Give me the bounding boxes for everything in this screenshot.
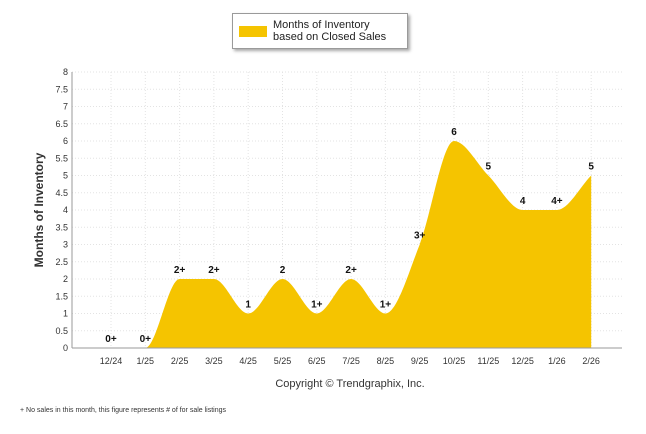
y-tick-label: 6 (63, 136, 68, 146)
legend: Months of Inventory based on Closed Sale… (232, 13, 408, 49)
x-tick-label: 6/25 (308, 356, 326, 366)
x-tick-label: 10/25 (443, 356, 466, 366)
y-axis-title: Months of Inventory (32, 152, 46, 267)
x-tick-label: 2/25 (171, 356, 189, 366)
y-tick-label: 2.5 (55, 257, 68, 267)
y-tick-label: 3 (63, 240, 68, 250)
area-fill (111, 141, 592, 348)
y-tick-label: 4 (63, 205, 68, 215)
x-tick-label: 3/25 (205, 356, 223, 366)
data-label: 3+ (414, 231, 426, 242)
y-axis-ticks: 0 0.5 1 1.5 2 2.5 3 3.5 4 4.5 5 5.5 6 6.5 7 7.5 8 (55, 67, 68, 353)
y-tick-label: 6.5 (55, 119, 68, 129)
footnote: + No sales in this month, this figure re… (20, 407, 227, 414)
y-tick-label: 0 (63, 343, 68, 353)
data-label: 0+ (140, 334, 152, 345)
data-label: 1+ (311, 300, 323, 311)
y-tick-label: 7 (63, 102, 68, 112)
copyright-text: Copyright © Trendgraphix, Inc. (275, 378, 424, 390)
data-label: 1+ (380, 300, 392, 311)
y-tick-label: 1 (63, 309, 68, 319)
legend-label: Months of Inventory based on Closed Sale… (273, 19, 387, 43)
data-label: 4 (520, 196, 526, 207)
legend-swatch (239, 25, 267, 37)
y-tick-label: 1.5 (55, 291, 68, 301)
axes (71, 72, 622, 349)
data-label: 2+ (208, 265, 220, 276)
data-label: 2+ (174, 265, 186, 276)
x-tick-label: 12/24 (100, 356, 123, 366)
data-label: 5 (588, 162, 594, 173)
x-tick-label: 4/25 (239, 356, 257, 366)
y-tick-label: 8 (63, 67, 68, 77)
x-tick-label: 12/25 (511, 356, 534, 366)
y-tick-label: 0.5 (55, 326, 68, 336)
x-tick-label: 11/25 (477, 356, 499, 366)
data-label: 2+ (345, 265, 357, 276)
x-tick-label: 5/25 (274, 356, 292, 366)
y-tick-label: 3.5 (55, 222, 68, 232)
x-tick-label: 1/26 (548, 356, 566, 366)
data-label: 1 (245, 300, 251, 311)
y-tick-label: 7.5 (55, 84, 68, 94)
x-tick-label: 9/25 (411, 356, 429, 366)
data-labels: 0+ 0+ 2+ 2+ 1 2 1+ 2+ 1+ 3+ 6 5 4 4+ 5 (105, 127, 594, 345)
data-label: 2 (280, 265, 286, 276)
area-series (111, 141, 592, 348)
y-tick-label: 2 (63, 274, 68, 284)
data-label: 4+ (551, 196, 563, 207)
x-tick-label: 8/25 (377, 356, 395, 366)
y-tick-label: 5 (63, 171, 68, 181)
data-label: 5 (486, 162, 492, 173)
x-tick-label: 7/25 (342, 356, 360, 366)
x-tick-label: 2/26 (582, 356, 600, 366)
x-axis-ticks: 12/24 1/25 2/25 3/25 4/25 5/25 6/25 7/25 8/25 9/2… (100, 356, 600, 366)
y-tick-label: 5.5 (55, 153, 68, 163)
data-label: 6 (451, 127, 457, 138)
x-tick-label: 1/25 (137, 356, 155, 366)
y-tick-label: 4.5 (55, 188, 68, 198)
data-label: 0+ (105, 334, 117, 345)
